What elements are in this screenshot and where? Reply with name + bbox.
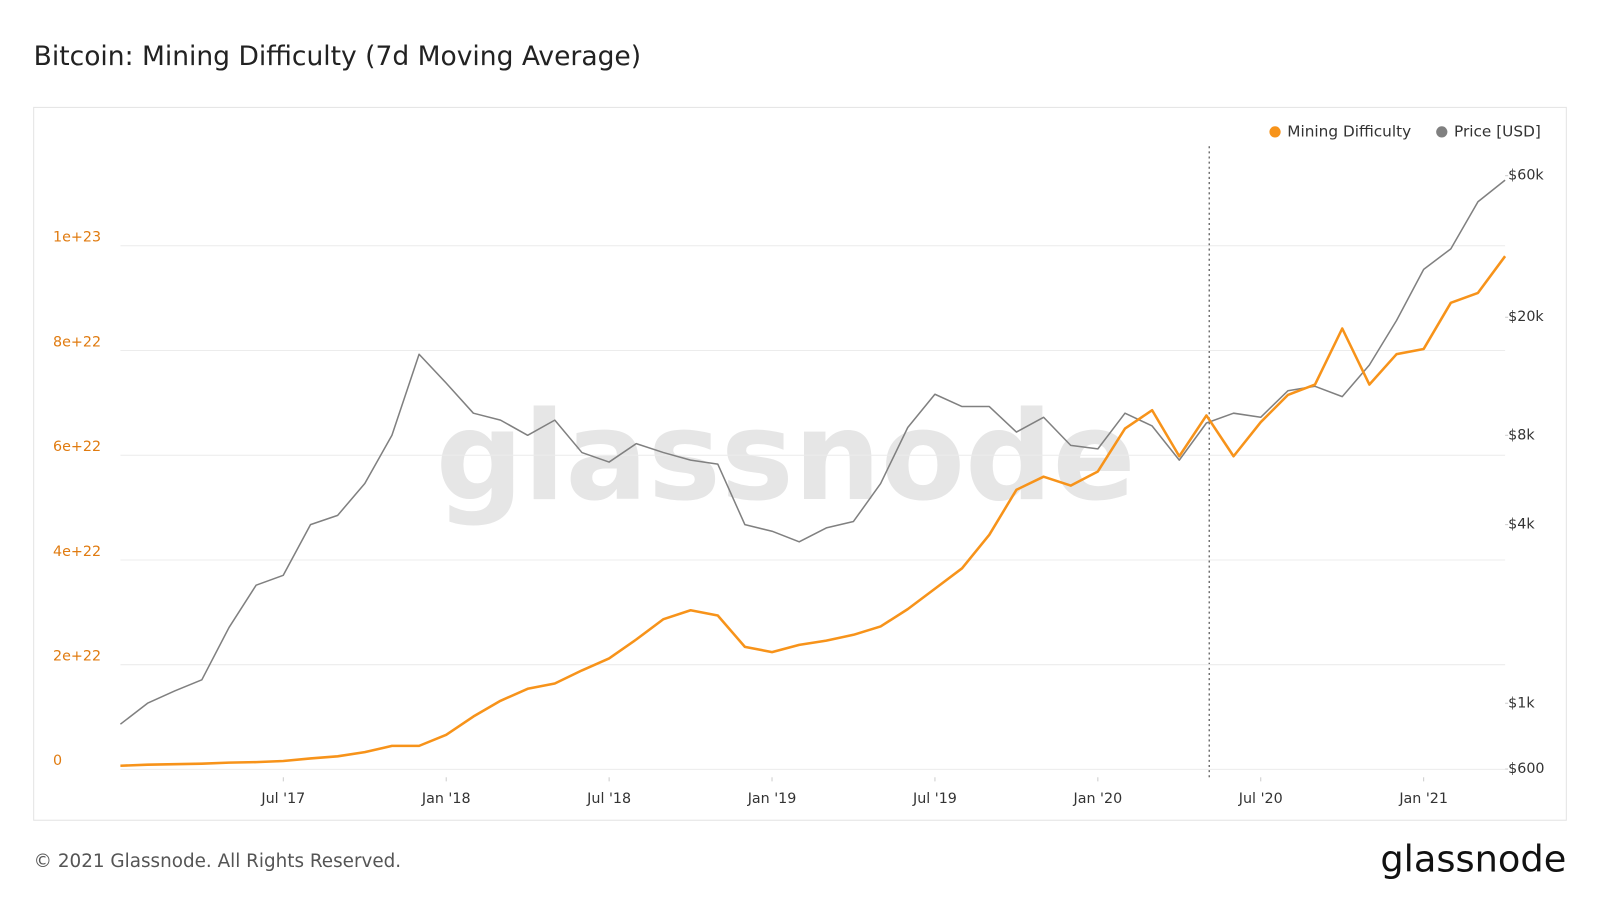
y-tick-label: 4e+22 bbox=[53, 544, 101, 560]
x-tick-label: Jan '19 bbox=[747, 791, 797, 807]
x-tick-label: Jan '21 bbox=[1398, 791, 1448, 807]
chart-title: Bitcoin: Mining Difficulty (7d Moving Av… bbox=[34, 41, 641, 72]
x-tick-label: Jan '20 bbox=[1073, 791, 1123, 807]
y2-tick-label: $600 bbox=[1508, 761, 1544, 777]
y-tick-label: 6e+22 bbox=[53, 439, 101, 455]
x-tick-label: Jul '18 bbox=[586, 791, 631, 807]
x-tick-label: Jan '18 bbox=[421, 791, 471, 807]
y-tick-label: 2e+22 bbox=[53, 648, 101, 664]
x-tick-label: Jul '17 bbox=[260, 791, 305, 807]
y-tick-label: 8e+22 bbox=[53, 334, 101, 350]
y-tick-label: 0 bbox=[53, 753, 62, 769]
watermark: glassnode bbox=[436, 385, 1136, 528]
footer: © 2021 Glassnode. All Rights Reserved. bbox=[34, 851, 401, 872]
logo: glassnode bbox=[1380, 838, 1566, 881]
x-tick-label: Jul '19 bbox=[912, 791, 957, 807]
legend-swatch bbox=[1436, 126, 1448, 138]
y-tick-label: 1e+23 bbox=[53, 230, 101, 246]
series-line bbox=[119, 179, 1506, 725]
y2-tick-label: $4k bbox=[1508, 517, 1535, 533]
legend-label: Mining Difficulty bbox=[1287, 122, 1411, 140]
y2-tick-label: $8k bbox=[1508, 427, 1535, 443]
plot-frame bbox=[33, 106, 1567, 821]
legend-swatch bbox=[1269, 126, 1281, 138]
y2-tick-label: $60k bbox=[1508, 168, 1544, 184]
x-tick-label: Jul '20 bbox=[1238, 791, 1283, 807]
y2-tick-label: $1k bbox=[1508, 695, 1535, 711]
legend-label: Price [USD] bbox=[1454, 122, 1541, 140]
series-line bbox=[120, 255, 1507, 767]
y2-tick-label: $20k bbox=[1508, 309, 1544, 325]
